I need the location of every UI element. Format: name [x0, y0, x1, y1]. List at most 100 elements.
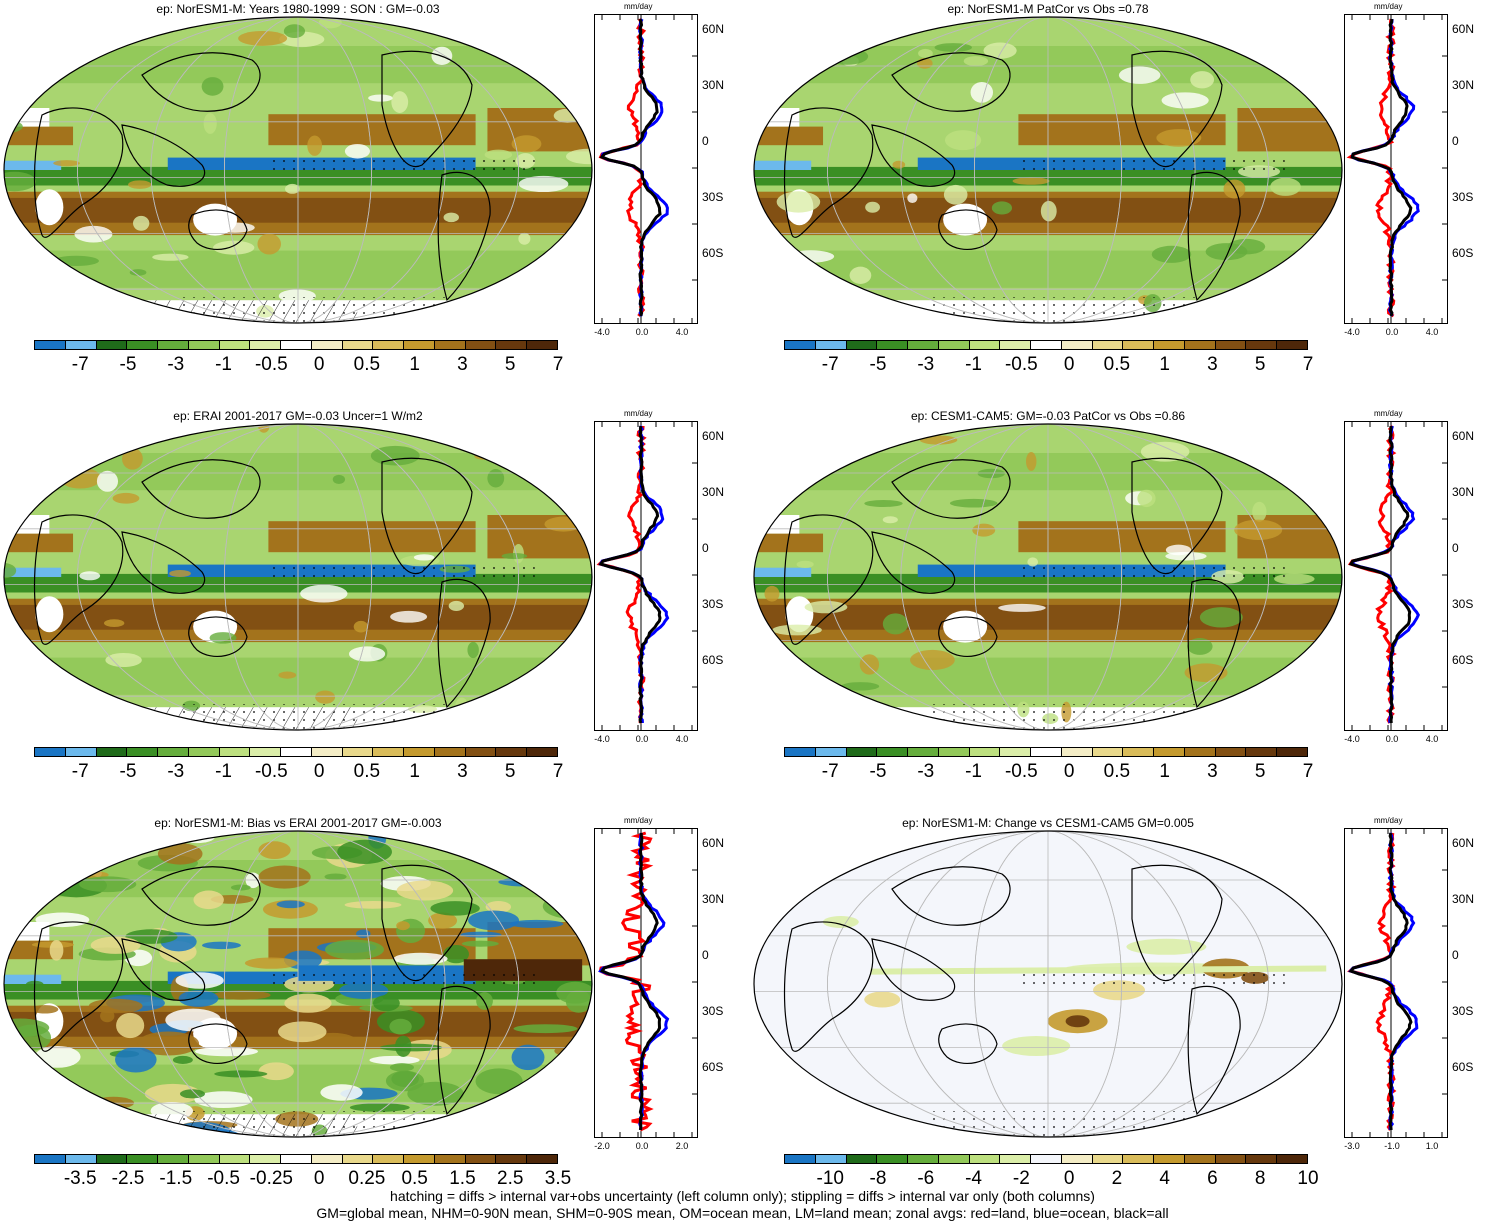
colorbar — [784, 747, 1308, 757]
zonal-mean-plot — [1344, 421, 1448, 731]
colorbar-label: -0.5 — [207, 1168, 240, 1190]
colorbar-swatch — [939, 748, 970, 756]
colorbar-swatch — [847, 341, 878, 349]
colorbar-swatch — [343, 1155, 374, 1163]
colorbar-swatch — [281, 1155, 312, 1163]
lat-label: 60S — [1452, 653, 1473, 667]
lat-label: 30S — [702, 597, 723, 611]
colorbar-swatch — [1154, 1155, 1185, 1163]
colorbar-swatch — [496, 1155, 527, 1163]
stippling-region — [180, 1111, 446, 1139]
colorbar-swatch — [1093, 1155, 1124, 1163]
footer-note: hatching = diffs > internal var+obs unce… — [0, 1188, 1485, 1222]
colorbar-swatch — [1123, 341, 1154, 349]
colorbar-label: 1 — [409, 354, 420, 376]
lat-label: 0 — [1452, 541, 1459, 555]
field-feature — [864, 992, 900, 1008]
lat-label: 30S — [1452, 1004, 1473, 1018]
colorbar-label: 5 — [505, 354, 516, 376]
colorbar-swatch — [220, 748, 251, 756]
colorbar-swatch — [877, 341, 908, 349]
zonal-x-tick: -4.0 — [1344, 734, 1360, 744]
zonal-units: mm/day — [624, 409, 652, 418]
colorbar-swatch — [1185, 1155, 1216, 1163]
zonal-x-tick: 4.0 — [676, 734, 689, 744]
colorbar-label: 7 — [553, 761, 564, 783]
colorbar-swatch — [496, 748, 527, 756]
zonal-frame — [595, 829, 698, 1138]
colorbar-label: 0.5 — [354, 761, 380, 783]
zonal-frame — [1345, 422, 1448, 731]
lat-label: 30S — [1452, 190, 1473, 204]
colorbar-label: -5 — [870, 761, 887, 783]
colorbar-swatch — [250, 341, 281, 349]
panel-title: ep: NorESM1-M: Change vs CESM1-CAM5 GM=0… — [752, 816, 1344, 830]
panel-title: ep: CESM1-CAM5: GM=-0.03 PatCor vs Obs =… — [752, 409, 1344, 423]
lat-label: 60S — [702, 1060, 723, 1074]
colorbar-label: 0.25 — [348, 1168, 385, 1190]
field-feature — [1066, 1015, 1090, 1027]
colorbar — [34, 1154, 558, 1164]
colorbar-swatch — [404, 341, 435, 349]
zonal-frame — [595, 422, 698, 731]
colorbar-swatch — [1123, 1155, 1154, 1163]
zonal-mean-plot — [1344, 828, 1448, 1138]
zonal-frame — [1345, 15, 1448, 324]
colorbar-swatch — [1000, 341, 1031, 349]
zonal-x-tick: -4.0 — [594, 327, 610, 337]
colorbar-swatch — [1062, 1155, 1093, 1163]
colorbar-swatch — [281, 341, 312, 349]
colorbar-swatch — [908, 1155, 939, 1163]
colorbar-label: 0.5 — [1104, 761, 1130, 783]
colorbar-label: -0.25 — [250, 1168, 293, 1190]
stippling-region — [930, 704, 1196, 732]
colorbar-swatch — [1154, 748, 1185, 756]
colorbar-label: 0 — [314, 761, 325, 783]
footer-line-1: hatching = diffs > internal var+obs unce… — [0, 1188, 1485, 1205]
colorbar-swatch — [404, 1155, 435, 1163]
colorbar-swatch — [816, 1155, 847, 1163]
colorbar-swatch — [908, 748, 939, 756]
colorbar-swatch — [35, 748, 66, 756]
zonal-units: mm/day — [1374, 816, 1402, 825]
colorbar-swatch — [127, 748, 158, 756]
colorbar-swatch — [527, 341, 557, 349]
colorbar-label: -2.5 — [112, 1168, 145, 1190]
map-panel — [752, 15, 1344, 325]
colorbar-swatch — [312, 341, 343, 349]
colorbar-label: -5 — [120, 761, 137, 783]
colorbar-label: 5 — [505, 761, 516, 783]
colorbar-swatch — [1246, 1155, 1277, 1163]
colorbar-label: 3 — [1207, 761, 1218, 783]
colorbar-swatch — [281, 748, 312, 756]
zonal-x-tick: 4.0 — [1426, 734, 1439, 744]
colorbar-swatch — [66, 341, 97, 349]
colorbar-swatch — [816, 748, 847, 756]
colorbar-label: -1 — [965, 354, 982, 376]
colorbar-label: 7 — [1303, 354, 1314, 376]
lat-label: 60N — [1452, 22, 1474, 36]
colorbar-label: 0.5 — [354, 354, 380, 376]
colorbar-swatch — [250, 1155, 281, 1163]
colorbar-label: 0 — [314, 354, 325, 376]
zonal-x-tick: 0.0 — [636, 327, 649, 337]
lat-label: 60S — [1452, 1060, 1473, 1074]
panel-title: ep: ERAI 2001-2017 GM=-0.03 Uncer=1 W/m2 — [2, 409, 594, 423]
colorbar-swatch — [127, 1155, 158, 1163]
lat-label: 60N — [1452, 836, 1474, 850]
lat-label: 30S — [702, 190, 723, 204]
colorbar-swatch — [373, 341, 404, 349]
colorbar-swatch — [1031, 748, 1062, 756]
colorbar-swatch — [877, 748, 908, 756]
colorbar-label: 0 — [1064, 761, 1075, 783]
colorbar-swatch — [847, 748, 878, 756]
lat-label: 60N — [702, 836, 724, 850]
colorbar-swatch — [1062, 341, 1093, 349]
zonal-frame — [595, 15, 698, 324]
colorbar-swatch — [35, 341, 66, 349]
colorbar-swatch — [527, 748, 557, 756]
colorbar-swatch — [435, 341, 466, 349]
colorbar-swatch — [35, 1155, 66, 1163]
